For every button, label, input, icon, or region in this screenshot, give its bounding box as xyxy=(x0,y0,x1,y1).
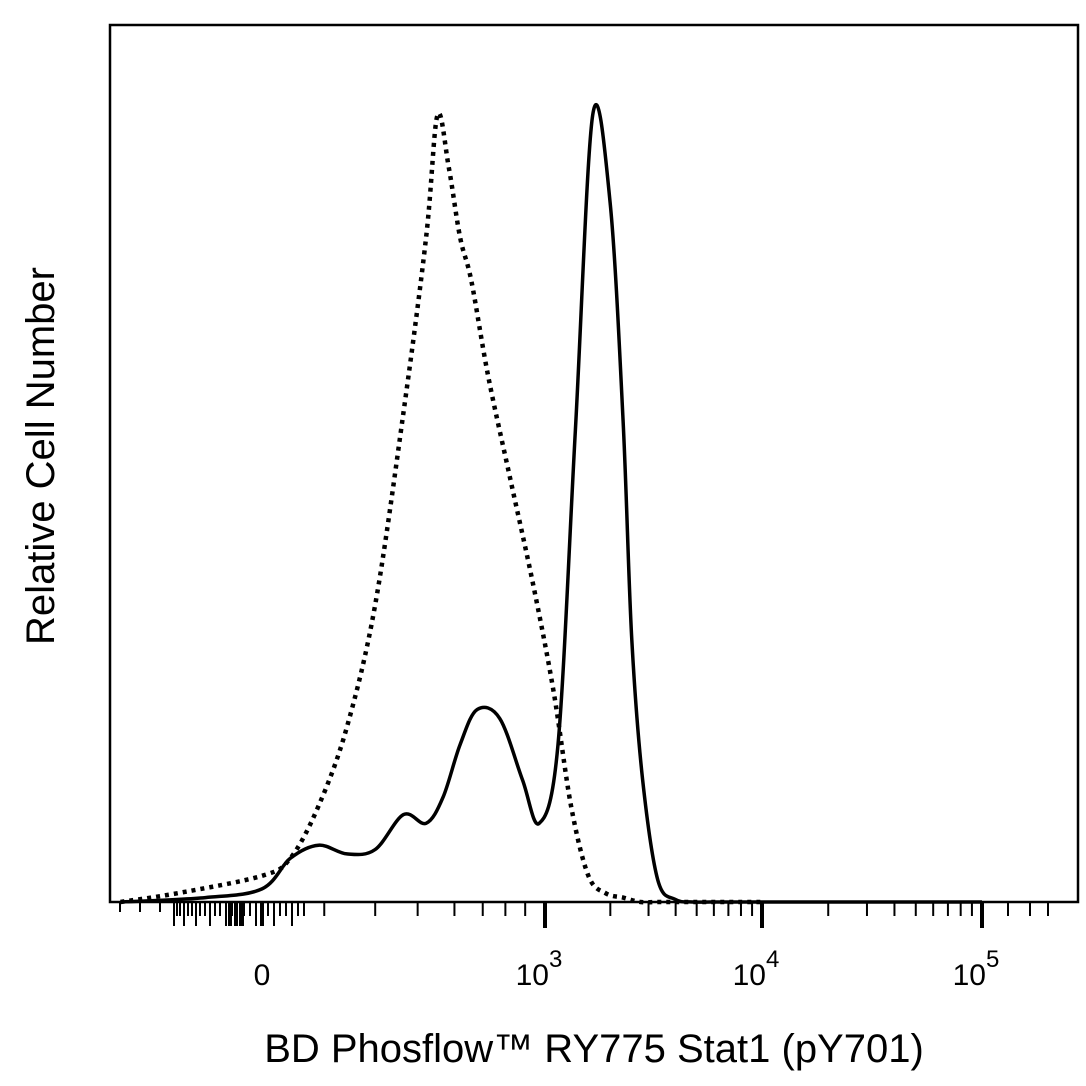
x-tick-label: 105 xyxy=(953,946,1000,992)
x-axis-tick-labels: 0 103 104 105 xyxy=(254,946,1000,992)
x-tick-label: 104 xyxy=(733,946,780,992)
series-unstimulated-curve xyxy=(120,110,762,905)
histogram-curves xyxy=(120,103,982,905)
series-stimulated-curve xyxy=(120,103,982,904)
x-axis-label: BD Phosflow™ RY775 Stat1 (pY701) xyxy=(264,1027,924,1071)
x-axis-ticks xyxy=(119,902,1049,928)
y-axis-label: Relative Cell Number xyxy=(19,267,63,645)
x-tick-label: 103 xyxy=(516,946,563,992)
x-tick-label: 0 xyxy=(254,959,271,992)
plot-frame xyxy=(108,23,1080,904)
